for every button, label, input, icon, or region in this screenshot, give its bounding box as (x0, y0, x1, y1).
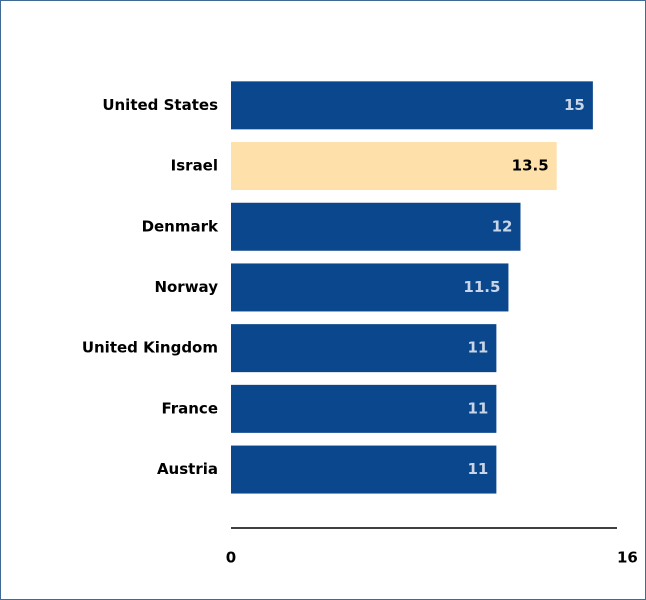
bar (231, 384, 497, 433)
x-tick-label: 16 (617, 549, 638, 567)
value-label: 11 (468, 399, 489, 417)
value-label: 12 (492, 217, 513, 235)
value-label: 11 (468, 339, 489, 357)
y-tick-label: Denmark (142, 217, 219, 235)
bar (231, 81, 593, 130)
bar (231, 202, 521, 251)
y-tick-label: France (161, 399, 218, 417)
value-label: 13.5 (512, 157, 549, 175)
x-tick-label: 0 (226, 549, 236, 567)
y-tick-label: Israel (171, 157, 218, 175)
y-tick-label: Norway (154, 278, 218, 296)
value-label: 11 (468, 460, 489, 478)
y-tick-label: Austria (157, 460, 218, 478)
value-label: 11.5 (463, 278, 500, 296)
bar (231, 324, 497, 373)
value-label: 15 (564, 96, 585, 114)
bar (231, 263, 509, 312)
bar (231, 445, 497, 494)
bar (231, 142, 557, 191)
y-tick-label: United States (102, 96, 218, 114)
y-tick-label: United Kingdom (82, 339, 218, 357)
